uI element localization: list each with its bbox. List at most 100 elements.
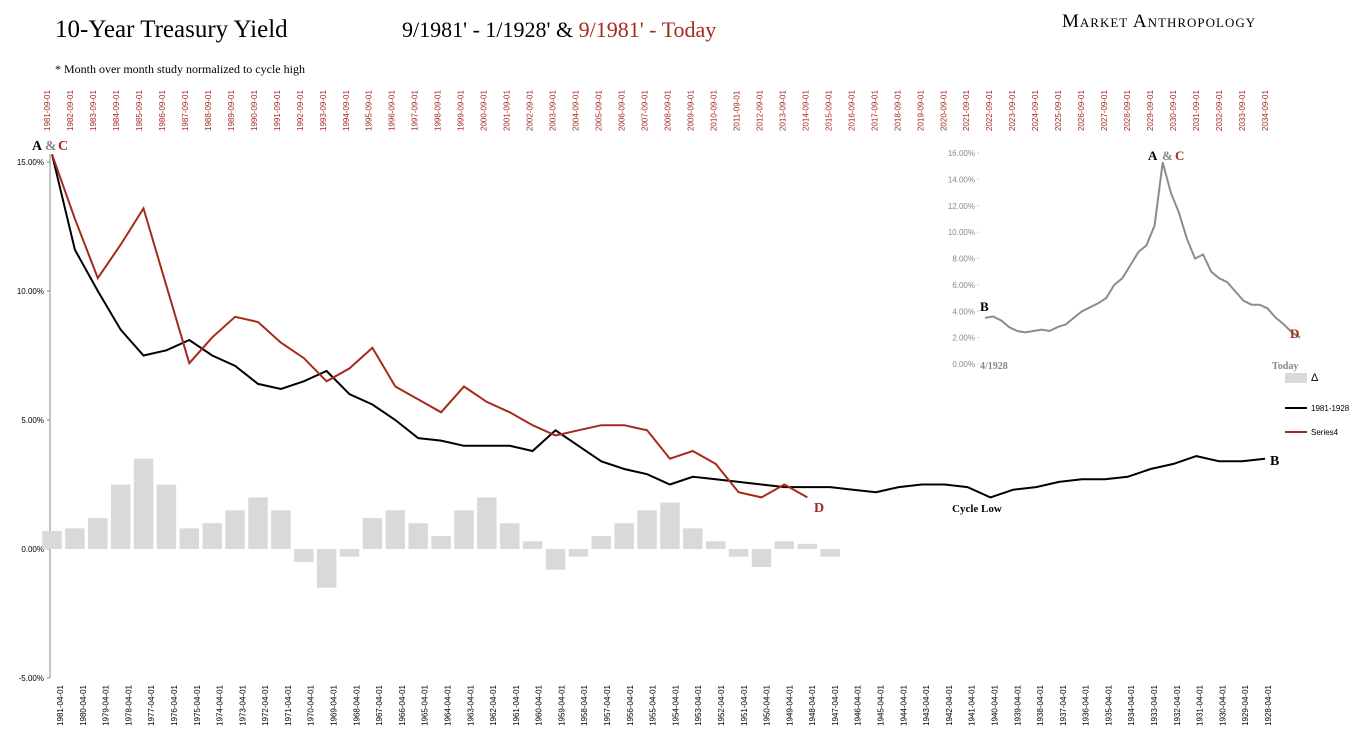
top-tick-label: 1985-09-01 bbox=[135, 90, 144, 131]
delta-bar bbox=[431, 536, 451, 549]
top-tick-label: 2016-09-01 bbox=[847, 90, 856, 131]
top-tick-label: 2012-09-01 bbox=[755, 90, 764, 131]
top-tick-label: 1984-09-01 bbox=[112, 90, 121, 131]
inset-y-tick-label: 14.00% bbox=[948, 175, 975, 184]
delta-bar bbox=[614, 523, 634, 549]
delta-bar bbox=[339, 549, 360, 557]
bottom-tick-label: 1974-04-01 bbox=[216, 684, 225, 725]
inset-y-tick-label: 2.00% bbox=[952, 334, 975, 343]
delta-bar bbox=[156, 484, 177, 549]
top-tick-label: 1992-09-01 bbox=[296, 90, 305, 131]
inset-line bbox=[984, 161, 1301, 339]
bottom-tick-label: 1943-04-01 bbox=[922, 684, 931, 725]
bottom-tick-label: 1947-04-01 bbox=[831, 684, 840, 725]
bottom-tick-label: 1961-04-01 bbox=[512, 684, 521, 725]
bottom-tick-label: 1953-04-01 bbox=[694, 684, 703, 725]
delta-bar bbox=[751, 549, 772, 568]
top-tick-label: 2034-09-01 bbox=[1261, 90, 1270, 131]
bottom-tick-label: 1933-04-01 bbox=[1150, 684, 1159, 725]
bottom-tick-label: 1958-04-01 bbox=[580, 684, 589, 725]
inset-y-tick-label: 4.00% bbox=[952, 307, 975, 316]
top-tick-label: 1991-09-01 bbox=[273, 90, 282, 131]
top-tick-label: 1990-09-01 bbox=[250, 90, 259, 131]
bottom-tick-label: 1980-04-01 bbox=[79, 684, 88, 725]
top-tick-label: 1996-09-01 bbox=[388, 90, 397, 131]
bottom-tick-label: 1964-04-01 bbox=[443, 684, 452, 725]
bottom-tick-label: 1941-04-01 bbox=[968, 684, 977, 725]
delta-bar bbox=[820, 549, 840, 557]
top-tick-label: 2010-09-01 bbox=[709, 90, 718, 131]
top-tick-label: 2014-09-01 bbox=[801, 90, 810, 131]
top-tick-label: 2027-09-01 bbox=[1100, 90, 1109, 131]
delta-bar bbox=[385, 510, 406, 549]
top-tick-label: 2006-09-01 bbox=[618, 90, 627, 131]
inset-y-tick-label: 12.00% bbox=[948, 202, 975, 211]
inset-annotation: C bbox=[1175, 148, 1184, 163]
delta-bar bbox=[362, 518, 383, 549]
top-tick-label: 1993-09-01 bbox=[319, 90, 328, 131]
bottom-tick-label: 1944-04-01 bbox=[899, 684, 908, 725]
bottom-tick-label: 1966-04-01 bbox=[398, 684, 407, 725]
bottom-tick-label: 1956-04-01 bbox=[626, 684, 635, 725]
bottom-tick-label: 1948-04-01 bbox=[808, 684, 817, 725]
delta-bar bbox=[65, 528, 85, 549]
bottom-tick-label: 1979-04-01 bbox=[102, 684, 111, 725]
top-tick-label: 1988-09-01 bbox=[204, 90, 213, 131]
legend-label: Δ bbox=[1311, 372, 1319, 384]
bottom-tick-label: 1949-04-01 bbox=[785, 684, 794, 725]
top-tick-label: 2008-09-01 bbox=[663, 90, 672, 131]
bottom-tick-label: 1932-04-01 bbox=[1173, 684, 1182, 725]
delta-bar bbox=[683, 528, 703, 549]
subtitle-part: 9/1981' - 1/1928' & bbox=[402, 17, 579, 42]
y-tick-label: 10.00% bbox=[17, 287, 44, 296]
bottom-tick-label: 1955-04-01 bbox=[649, 684, 658, 725]
delta-bar bbox=[316, 549, 337, 588]
subtitle: 9/1981' - 1/1928' & 9/1981' - Today bbox=[402, 17, 716, 42]
top-tick-label: 2031-09-01 bbox=[1192, 90, 1201, 131]
delta-bar bbox=[568, 549, 589, 557]
bottom-tick-label: 1946-04-01 bbox=[854, 684, 863, 725]
bottom-tick-label: 1960-04-01 bbox=[535, 684, 544, 725]
bottom-tick-label: 1929-04-01 bbox=[1241, 684, 1250, 725]
top-tick-label: 1995-09-01 bbox=[365, 90, 374, 131]
y-tick-label: 5.00% bbox=[21, 416, 44, 425]
annotation: Cycle Low bbox=[952, 503, 1002, 515]
bottom-tick-label: 1928-04-01 bbox=[1264, 684, 1273, 725]
delta-bar bbox=[225, 510, 245, 549]
inset-annotation: B bbox=[980, 299, 989, 314]
top-tick-label: 2005-09-01 bbox=[595, 90, 604, 131]
annotation: & bbox=[45, 139, 57, 154]
inset-annotation: Today bbox=[1272, 361, 1298, 372]
bottom-tick-label: 1962-04-01 bbox=[489, 684, 498, 725]
top-tick-label: 2026-09-01 bbox=[1077, 90, 1086, 131]
bottom-tick-label: 1937-04-01 bbox=[1059, 684, 1068, 725]
series-line bbox=[51, 153, 808, 499]
bottom-tick-label: 1959-04-01 bbox=[557, 684, 566, 725]
top-tick-label: 2029-09-01 bbox=[1146, 90, 1155, 131]
top-tick-label: 1983-09-01 bbox=[89, 90, 98, 131]
delta-bar bbox=[294, 549, 314, 562]
bottom-tick-label: 1977-04-01 bbox=[147, 684, 156, 725]
top-tick-label: 1986-09-01 bbox=[158, 90, 167, 131]
top-tick-label: 2033-09-01 bbox=[1238, 90, 1247, 131]
annotation: C bbox=[58, 139, 68, 154]
delta-bar bbox=[271, 510, 291, 549]
inset-y-tick-label: 16.00% bbox=[948, 149, 975, 158]
top-tick-label: 2013-09-01 bbox=[778, 90, 787, 131]
bottom-tick-label: 1940-04-01 bbox=[990, 684, 999, 725]
delta-bar bbox=[88, 518, 108, 549]
bottom-tick-label: 1934-04-01 bbox=[1127, 684, 1136, 725]
top-tick-label: 2021-09-01 bbox=[962, 90, 971, 131]
top-tick-label: 2003-09-01 bbox=[549, 90, 558, 131]
inset-annotation: D bbox=[1290, 326, 1299, 341]
inset-annotation: A bbox=[1148, 148, 1158, 163]
legend-label: 1981-1928 bbox=[1311, 404, 1350, 413]
delta-bar bbox=[477, 497, 497, 549]
annotation: D bbox=[814, 501, 824, 516]
note: * Month over month study normalized to c… bbox=[55, 62, 305, 76]
delta-bar bbox=[660, 502, 680, 549]
bottom-tick-label: 1939-04-01 bbox=[1013, 684, 1022, 725]
bottom-tick-label: 1972-04-01 bbox=[261, 684, 270, 725]
bottom-tick-label: 1952-04-01 bbox=[717, 684, 726, 725]
y-tick-label: 15.00% bbox=[17, 158, 44, 167]
